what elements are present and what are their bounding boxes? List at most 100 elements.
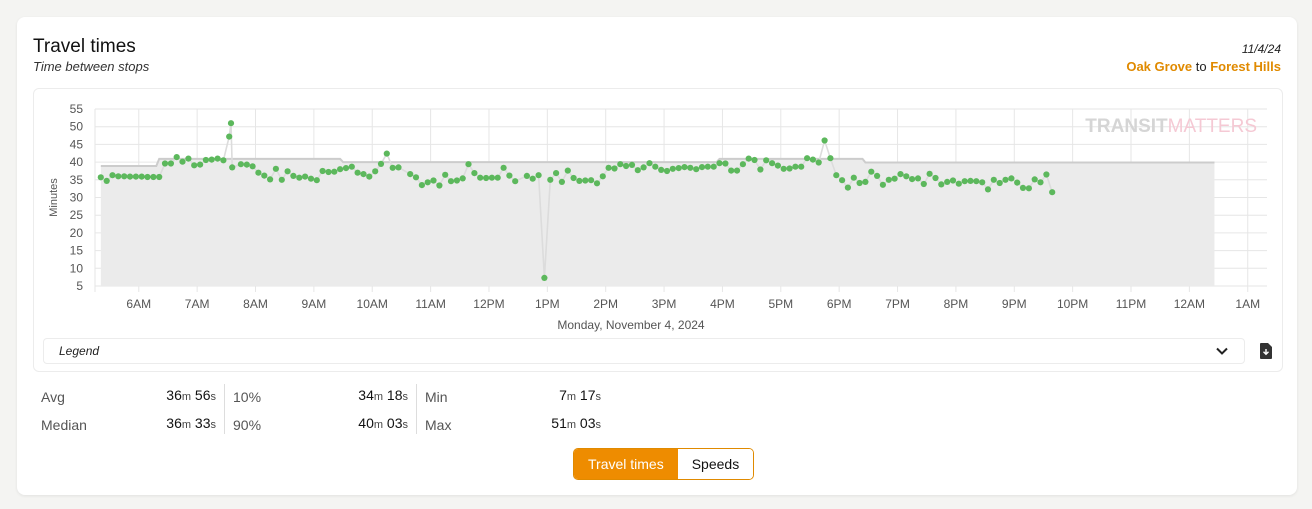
data-point [809, 156, 817, 163]
x-tick-label: 6AM [126, 297, 151, 311]
x-tick-label: 4PM [710, 297, 735, 311]
y-tick-label: 20 [70, 226, 84, 240]
download-icon[interactable] [1260, 343, 1272, 359]
data-point [529, 175, 536, 182]
data-point [949, 177, 957, 184]
stat-avg-seconds: 56 [194, 387, 211, 403]
y-tick-label: 40 [70, 155, 84, 169]
data-point [599, 173, 606, 180]
data-point [366, 173, 373, 180]
data-point [979, 179, 986, 186]
chevron-down-icon [1216, 347, 1228, 355]
x-tick-label: 8PM [944, 297, 969, 311]
data-point [214, 155, 221, 162]
data-point [739, 161, 747, 168]
travel-times-button[interactable]: Travel times [574, 449, 678, 479]
data-point [774, 162, 782, 169]
stat-avg-value: 36m 56s [131, 387, 216, 403]
y-tick-label: 50 [70, 120, 84, 134]
x-tick-label: 3PM [652, 297, 677, 311]
data-point [1049, 189, 1056, 196]
data-point [337, 166, 344, 173]
legend-toggle[interactable]: Legend [43, 338, 1245, 364]
data-point [97, 174, 104, 181]
unit-m: m [373, 391, 384, 403]
data-point [874, 172, 881, 179]
data-point [436, 182, 443, 189]
data-point [1037, 179, 1044, 186]
data-point [506, 172, 513, 179]
data-point [290, 172, 297, 179]
data-point [564, 167, 571, 174]
x-tick-label: 5PM [768, 297, 793, 311]
data-point [646, 160, 653, 167]
data-point [733, 167, 741, 174]
data-point [704, 163, 711, 170]
data-point [360, 171, 367, 178]
card-subtitle: Time between stops [33, 59, 150, 74]
data-point [348, 163, 355, 170]
y-tick-label: 5 [76, 279, 83, 293]
data-point [126, 173, 134, 180]
data-point [955, 180, 962, 187]
x-tick-label: 6PM [827, 297, 852, 311]
data-point [623, 162, 630, 170]
unit-s: s [402, 419, 409, 431]
data-point [722, 160, 729, 167]
stat-median-minutes: 36 [166, 415, 182, 431]
x-axis-label: Monday, November 4, 2024 [557, 318, 705, 332]
data-point [377, 160, 385, 167]
data-point [675, 165, 682, 172]
data-point [716, 160, 723, 167]
x-tick-label: 8AM [243, 297, 268, 311]
data-point [220, 157, 227, 164]
data-point [167, 160, 174, 167]
data-point [698, 164, 706, 171]
data-point [786, 165, 793, 172]
stats-divider [224, 384, 225, 434]
data-point [652, 163, 659, 170]
data-point [879, 181, 887, 188]
unit-s: s [595, 391, 602, 403]
data-point [815, 159, 822, 166]
y-tick-label: 10 [70, 261, 84, 275]
data-point [663, 167, 671, 175]
data-point [763, 157, 770, 164]
data-point [658, 166, 665, 173]
data-point [570, 174, 577, 182]
y-tick-label: 35 [70, 173, 84, 187]
data-point [156, 173, 163, 181]
stat-p10-value: 34m 18s [321, 387, 408, 403]
x-tick-label: 7PM [885, 297, 910, 311]
data-point [267, 176, 274, 183]
data-point [202, 156, 209, 164]
data-point [272, 165, 279, 172]
data-point [161, 160, 169, 167]
data-point [261, 172, 268, 179]
data-point [687, 164, 694, 171]
data-point [103, 177, 110, 184]
data-point [576, 177, 583, 184]
data-point [227, 120, 235, 127]
data-point [372, 168, 379, 175]
data-point [1019, 184, 1027, 191]
data-point [331, 168, 338, 175]
data-point [938, 181, 945, 188]
data-point [611, 165, 618, 172]
unit-m: m [373, 419, 384, 431]
speeds-button[interactable]: Speeds [677, 449, 754, 479]
card-title: Travel times [33, 36, 136, 57]
data-point [115, 173, 122, 180]
data-point [932, 174, 939, 182]
data-point [342, 165, 350, 172]
data-point [547, 176, 554, 183]
data-point [132, 173, 139, 180]
stat-p90-value: 40m 03s [321, 415, 408, 431]
data-point [121, 173, 128, 180]
data-point [1008, 175, 1015, 182]
benchmark-area [100, 158, 1215, 286]
y-tick-label: 25 [70, 208, 84, 222]
x-tick-label: 1AM [1235, 297, 1260, 311]
watermark-part2: MATTERS [1168, 116, 1257, 137]
x-tick-label: 11PM [1116, 297, 1146, 311]
